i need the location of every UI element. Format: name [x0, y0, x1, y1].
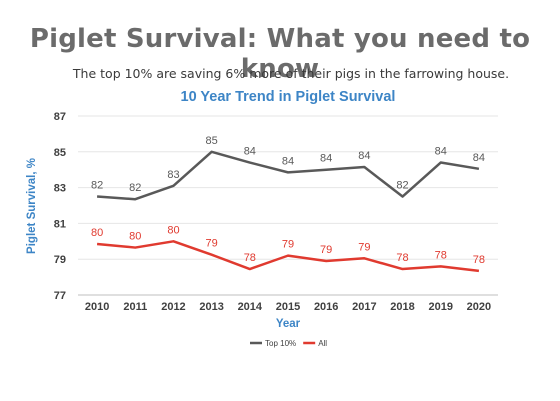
x-tick-label: 2010	[85, 301, 109, 313]
x-axis-label: Year	[276, 318, 301, 330]
y-tick-label: 83	[54, 183, 66, 195]
y-axis-label: Piglet Survival, %	[26, 158, 38, 254]
y-tick-label: 79	[54, 254, 66, 266]
x-tick-label: 2016	[314, 301, 338, 313]
chart-title: 10 Year Trend in Piglet Survival	[181, 89, 396, 105]
page-subtitle: The top 10% are saving 6% more of their …	[72, 66, 510, 81]
x-axis-ticks: 2010 2011 2012 2013 2014 2015 2016 2017 2018 2019…	[85, 301, 491, 313]
data-label: 79	[282, 239, 294, 251]
legend-label: All	[318, 339, 327, 348]
y-axis-ticks: 77 79 81 83 85 87	[54, 111, 66, 302]
data-label: 79	[206, 238, 218, 250]
series-lines	[96, 150, 480, 273]
x-tick-label: 2015	[276, 301, 300, 313]
page-title: Piglet Survival: What you need to know	[29, 24, 531, 84]
data-label: 84	[435, 146, 447, 158]
y-tick-label: 87	[54, 111, 66, 123]
data-label: 78	[244, 252, 256, 264]
data-label: 85	[206, 135, 218, 147]
data-label: 78	[473, 254, 485, 266]
x-tick-label: 2017	[352, 301, 376, 313]
data-label: 84	[244, 146, 256, 158]
data-label: 80	[167, 224, 179, 236]
y-tick-label: 77	[54, 290, 66, 302]
x-tick-label: 2020	[467, 301, 491, 313]
y-tick-label: 81	[54, 218, 66, 230]
x-tick-label: 2012	[161, 301, 185, 313]
data-label: 84	[358, 150, 370, 162]
data-label: 84	[473, 152, 485, 164]
data-label: 82	[396, 180, 408, 192]
data-label: 78	[435, 249, 447, 261]
x-tick-label: 2019	[428, 301, 452, 313]
data-labels: 82 82 83 85 84 84 84 84 82 84 84 80 80 80 79 78 79 79 79 78…	[91, 135, 485, 266]
data-label: 82	[91, 180, 103, 192]
y-tick-label: 85	[54, 147, 66, 159]
data-label: 84	[282, 155, 294, 167]
data-label: 83	[167, 169, 179, 181]
legend: Top 10% All	[250, 339, 327, 348]
data-label: 84	[320, 153, 332, 165]
x-tick-label: 2018	[390, 301, 414, 313]
x-tick-label: 2013	[199, 301, 223, 313]
data-label: 80	[91, 227, 103, 239]
series-line-all	[96, 240, 480, 273]
data-label: 78	[396, 252, 408, 264]
gridlines	[78, 115, 498, 260]
data-label: 79	[358, 241, 370, 253]
x-tick-label: 2011	[123, 301, 147, 313]
legend-label: Top 10%	[265, 339, 296, 348]
data-label: 82	[129, 182, 141, 194]
series-line-top-10	[97, 150, 480, 201]
data-label: 80	[129, 231, 141, 243]
data-label: 79	[320, 244, 332, 256]
x-tick-label: 2014	[238, 301, 263, 313]
